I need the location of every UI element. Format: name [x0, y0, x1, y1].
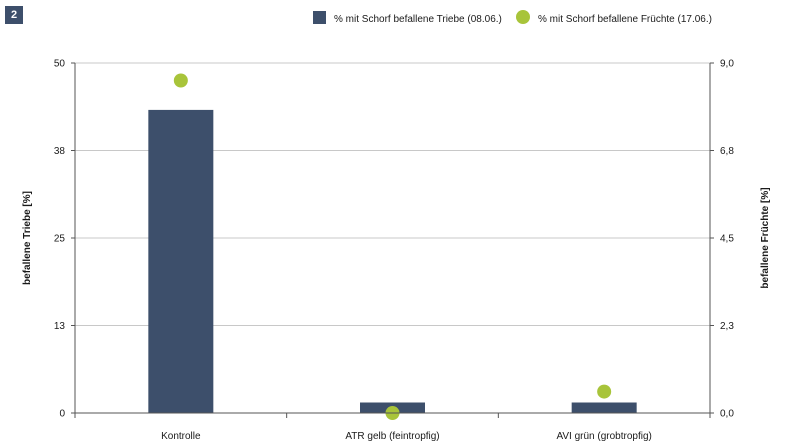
right-axis-ticks: 0,0 2,3 4,5 6,8 9,0: [720, 59, 734, 420]
legend: % mit Schorf befallene Triebe (08.06.) %…: [313, 10, 712, 25]
bar: [148, 109, 214, 414]
left-tick-label: 0: [59, 409, 65, 420]
data-point: [173, 73, 188, 88]
left-axis-ticks: 0 13 25 38 50: [54, 59, 66, 420]
axes: [74, 63, 711, 418]
left-tick-label: 38: [54, 146, 66, 157]
right-tick-label: 9,0: [720, 59, 734, 70]
right-tick-label: 6,8: [720, 146, 734, 157]
legend-dot-label: % mit Schorf befallene Früchte (17.06.): [538, 14, 712, 25]
right-tick-label: 4,5: [720, 234, 734, 245]
legend-bar-swatch: [313, 11, 326, 24]
right-tick-label: 0,0: [720, 409, 734, 420]
left-tick-label: 25: [54, 234, 66, 245]
point-series: [173, 73, 612, 420]
left-tick-label: 50: [54, 59, 66, 70]
legend-bar-label: % mit Schorf befallene Triebe (08.06.): [334, 14, 502, 25]
category-label: AVI grün (grobtropfig): [556, 431, 651, 442]
bar-series: [148, 109, 637, 414]
right-axis-title: befallene Früchte [%]: [760, 187, 771, 288]
right-tick-label: 2,3: [720, 321, 734, 332]
category-labels: Kontrolle ATR gelb (feintropfig) AVI grün …: [161, 431, 652, 442]
data-point: [597, 384, 612, 399]
figure-number-badge: 2: [5, 6, 23, 24]
category-label: ATR gelb (feintropfig): [345, 431, 439, 442]
legend-dot-swatch: [516, 10, 530, 24]
bar: [571, 402, 637, 413]
left-axis-title: befallene Triebe [%]: [22, 191, 33, 285]
category-label: Kontrolle: [161, 431, 201, 442]
left-tick-label: 13: [54, 321, 66, 332]
